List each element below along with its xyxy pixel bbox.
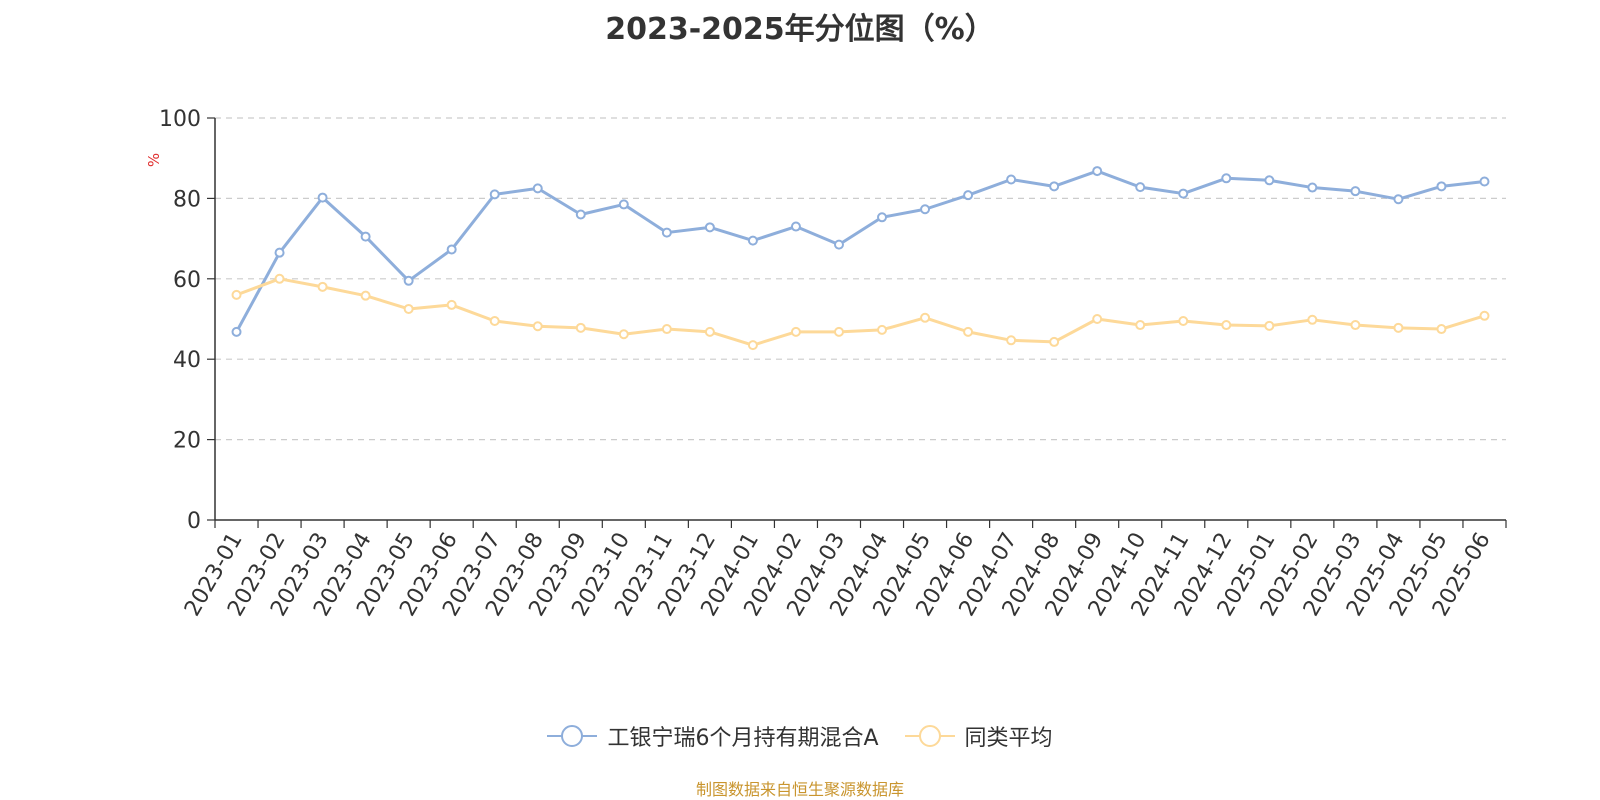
data-point-s0-2023-03 xyxy=(317,192,328,203)
data-point-s0-2024-12 xyxy=(1221,173,1232,184)
data-point-s1-2024-07 xyxy=(1006,335,1017,346)
data-point-s0-2024-07 xyxy=(1006,174,1017,185)
y-tick-label-60: 60 xyxy=(173,268,201,293)
chart-title: 2023-2025年分位图（%） xyxy=(605,12,995,47)
data-point-s1-2024-09 xyxy=(1092,314,1103,324)
data-point-s1-2025-06 xyxy=(1479,310,1490,321)
data-point-s0-2024-01 xyxy=(747,235,758,246)
data-point-s0-2024-06 xyxy=(963,190,974,201)
data-point-s0-2024-09 xyxy=(1092,166,1103,177)
y-tick-label-0: 0 xyxy=(187,509,201,534)
data-point-s0-2025-02 xyxy=(1307,182,1318,193)
data-point-s1-2023-11 xyxy=(661,324,672,335)
data-point-s1-2023-12 xyxy=(704,326,715,337)
data-point-s0-2023-05 xyxy=(403,275,414,286)
data-point-s0-2023-10 xyxy=(618,199,629,210)
data-point-s0-2025-03 xyxy=(1350,186,1361,197)
axes xyxy=(207,117,1507,528)
legend-label-fund: 工银宁瑞6个月持有期混合A xyxy=(607,726,879,751)
data-point-s0-2025-04 xyxy=(1393,194,1404,205)
series-lines xyxy=(231,166,1490,351)
data-point-s1-2023-03 xyxy=(317,281,328,292)
data-point-s0-2024-11 xyxy=(1178,188,1189,199)
data-point-s1-2023-10 xyxy=(618,329,629,340)
data-point-s0-2024-05 xyxy=(920,204,931,215)
legend-label-average: 同类平均 xyxy=(964,726,1053,751)
legend-symbol-fund xyxy=(547,724,598,748)
data-point-s0-2024-08 xyxy=(1049,181,1060,192)
data-point-s1-2024-12 xyxy=(1221,320,1232,331)
data-point-s0-2024-02 xyxy=(790,221,801,232)
data-point-s1-2023-07 xyxy=(489,316,500,327)
legend: 工银宁瑞6个月持有期混合A 同类平均 xyxy=(0,720,1600,752)
data-point-s1-2023-09 xyxy=(575,322,586,333)
data-point-s0-2023-02 xyxy=(274,247,285,258)
data-point-s0-2023-12 xyxy=(704,222,715,233)
y-tick-label-80: 80 xyxy=(173,187,201,212)
data-point-s0-2023-07 xyxy=(489,189,500,200)
data-point-s0-2025-01 xyxy=(1264,175,1275,186)
series-line-0 xyxy=(235,169,1485,333)
data-point-s0-2023-04 xyxy=(360,231,371,242)
data-point-s0-2023-11 xyxy=(661,227,672,238)
data-point-s1-2024-05 xyxy=(920,312,931,323)
data-point-s1-2024-04 xyxy=(877,324,888,335)
data-point-s1-2025-05 xyxy=(1436,324,1447,335)
data-point-s0-2023-06 xyxy=(446,244,457,255)
data-point-s1-2023-04 xyxy=(360,290,371,301)
data-point-s0-2023-08 xyxy=(532,183,543,194)
y-tick-label-100: 100 xyxy=(159,107,201,132)
data-point-s1-2024-02 xyxy=(790,326,801,337)
data-point-s0-2023-09 xyxy=(575,209,586,220)
data-point-s1-2024-01 xyxy=(747,340,758,351)
legend-symbol-average xyxy=(904,724,955,748)
data-point-s1-2025-03 xyxy=(1350,320,1361,331)
data-point-s1-2023-08 xyxy=(532,321,543,332)
data-point-s0-2023-01 xyxy=(231,326,242,337)
data-point-s1-2024-10 xyxy=(1135,320,1146,331)
source-note: 制图数据来自恒生聚源数据库 xyxy=(695,780,904,799)
data-point-s0-2025-06 xyxy=(1479,176,1490,187)
data-point-s1-2023-02 xyxy=(274,273,285,284)
data-point-s1-2024-08 xyxy=(1049,336,1060,347)
data-point-s0-2024-10 xyxy=(1135,182,1146,193)
y-tick-label-20: 20 xyxy=(173,429,201,454)
data-point-s1-2023-01 xyxy=(231,289,242,300)
data-point-s1-2024-06 xyxy=(963,326,974,337)
data-point-s0-2024-03 xyxy=(833,239,844,250)
legend-item-average[interactable]: 同类平均 xyxy=(904,720,1053,752)
data-point-s1-2025-04 xyxy=(1393,322,1404,333)
data-point-s1-2025-02 xyxy=(1307,314,1318,325)
data-point-s1-2024-11 xyxy=(1178,316,1189,327)
data-point-s1-2025-01 xyxy=(1264,320,1275,331)
data-point-s1-2024-03 xyxy=(833,326,844,337)
data-point-s1-2023-05 xyxy=(403,303,414,314)
series-line-1 xyxy=(235,277,1485,347)
data-point-s0-2024-04 xyxy=(877,212,888,223)
y-axis-label: % xyxy=(145,153,163,167)
y-tick-label-40: 40 xyxy=(173,348,201,373)
data-point-s1-2023-06 xyxy=(446,299,457,310)
legend-item-fund[interactable]: 工银宁瑞6个月持有期混合A xyxy=(547,720,879,752)
data-point-s0-2025-05 xyxy=(1436,181,1447,192)
